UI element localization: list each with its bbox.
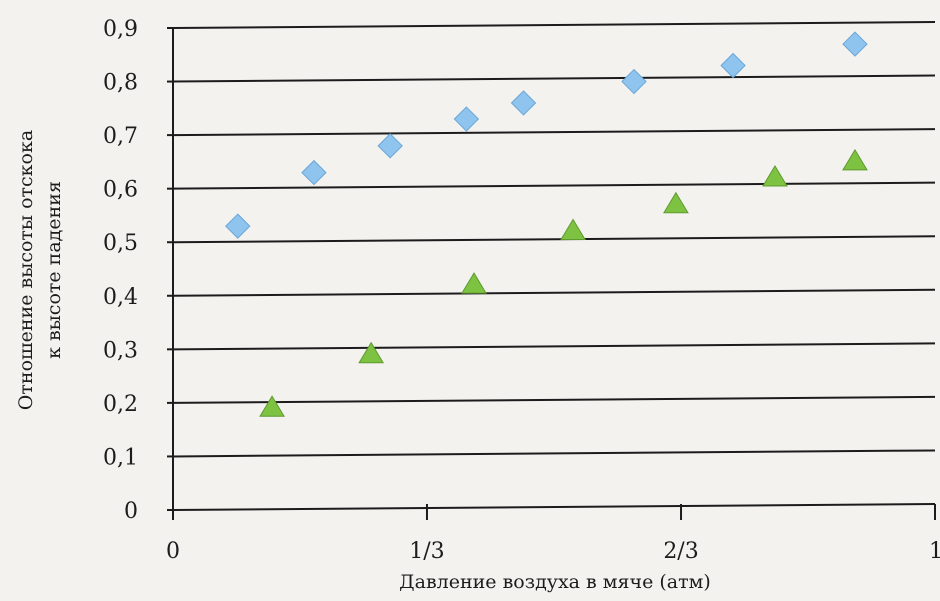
y-axis-title-line1: Отношение высоты отскока (15, 130, 37, 410)
gridline (172, 21, 936, 29)
gridline (172, 128, 936, 137)
gridline (172, 235, 936, 244)
y-tick-label: 0,1 (103, 445, 138, 470)
diamond-point (225, 213, 251, 239)
triangle-point (663, 191, 689, 214)
y-tick-label: 0,6 (103, 178, 138, 203)
y-tick-label: 0,9 (103, 17, 138, 42)
y-tick-label: 0,4 (103, 285, 138, 310)
triangle-point (842, 148, 868, 171)
gridline (172, 342, 936, 351)
x-tick-label: 1 (929, 539, 940, 564)
x-tick-label: 0 (166, 539, 180, 564)
diamond-point (621, 68, 647, 95)
y-tick-label: 0,8 (103, 71, 138, 96)
x-axis-line (172, 503, 936, 511)
x-tick-label: 2/3 (663, 539, 698, 564)
gridline (172, 395, 936, 404)
diamond-point (720, 52, 746, 79)
y-tick-label: 0,2 (103, 392, 138, 417)
diamond-point (453, 106, 480, 132)
triangle-point (762, 164, 788, 187)
y-tick-labels: 0 0,1 0,2 0,3 0,4 0,5 0,6 0,7 0,8 0,9 (103, 17, 138, 524)
diamond-point (510, 90, 537, 116)
axes (172, 28, 936, 511)
data-points (225, 31, 868, 417)
y-axis-title-line2: к высоте падения (43, 181, 65, 359)
gridline (172, 181, 936, 190)
x-tick-label: 1/3 (409, 539, 444, 564)
gridline (172, 449, 936, 458)
diamond-point (842, 31, 868, 57)
diamond-point (301, 159, 327, 186)
y-tick-label: 0 (124, 499, 138, 524)
x-tick-labels: 0 1/3 2/3 1 (166, 539, 940, 564)
triangle-point (259, 395, 285, 417)
gridline (172, 288, 936, 297)
triangle-point (560, 218, 586, 241)
x-axis-title: Давление воздуха в мяче (атм) (399, 571, 711, 593)
y-tick-label: 0,7 (103, 124, 138, 149)
triangle-point (461, 272, 487, 294)
y-tick-label: 0,5 (103, 231, 138, 256)
grid (167, 21, 936, 520)
triangle-point (358, 341, 385, 364)
gridline (172, 74, 936, 83)
diamond-point (377, 133, 403, 159)
y-tick-label: 0,3 (103, 338, 138, 363)
